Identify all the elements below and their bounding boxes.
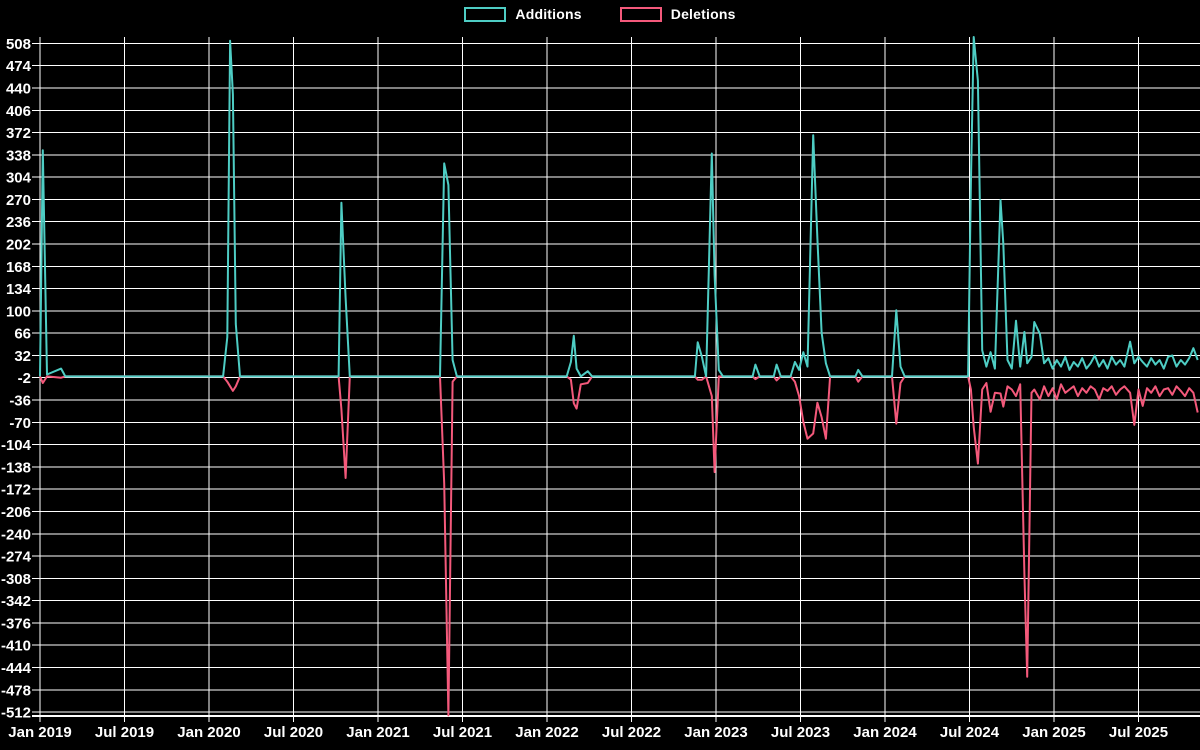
- y-tick-label: 406: [6, 103, 31, 120]
- y-tick-label: 372: [6, 125, 31, 142]
- y-tick-label: -70: [9, 415, 31, 432]
- x-tick-label: Jan 2022: [515, 724, 578, 741]
- x-tick-label: Jan 2020: [177, 724, 240, 741]
- x-tick-label: Jul 2025: [1109, 724, 1168, 741]
- y-tick-label: -172: [1, 482, 31, 499]
- x-tick-label: Jul 2024: [940, 724, 1000, 741]
- deletions-swatch-icon: [619, 6, 662, 22]
- x-tick-label: Jan 2023: [684, 724, 747, 741]
- y-tick-label: -138: [1, 459, 31, 476]
- legend-item-deletions[interactable]: Deletions: [619, 6, 736, 22]
- legend-item-additions[interactable]: Additions: [464, 6, 582, 22]
- x-tick-label: Jul 2019: [95, 724, 154, 741]
- y-tick-label: -36: [9, 393, 31, 410]
- x-tick-label: Jan 2021: [346, 724, 409, 741]
- y-tick-label: 440: [6, 81, 31, 98]
- y-tick-label: -104: [1, 437, 32, 454]
- y-tick-label: -240: [1, 526, 31, 543]
- additions-line: [39, 36, 1199, 378]
- chart-legend: Additions Deletions: [0, 6, 1200, 22]
- y-tick-label: -410: [1, 638, 31, 655]
- y-tick-label: -376: [1, 615, 31, 632]
- y-tick-label: -308: [1, 571, 31, 588]
- y-tick-label: -274: [1, 549, 32, 566]
- y-tick-label: 236: [6, 214, 31, 231]
- legend-label-additions: Additions: [515, 6, 582, 22]
- y-tick-label: 202: [6, 237, 31, 254]
- y-tick-label: 66: [14, 326, 31, 343]
- additions-swatch-icon: [464, 6, 507, 22]
- x-tick-label: Jul 2022: [602, 724, 661, 741]
- x-tick-label: Jan 2019: [8, 724, 71, 741]
- x-tick-label: Jan 2024: [853, 724, 917, 741]
- legend-label-deletions: Deletions: [670, 6, 736, 22]
- y-tick-label: -478: [1, 682, 31, 699]
- x-tick-label: Jul 2023: [771, 724, 830, 741]
- deletions-line: [39, 375, 1199, 717]
- y-tick-label: 338: [6, 147, 31, 164]
- y-tick-label: 474: [6, 58, 32, 75]
- y-tick-label: -512: [1, 705, 31, 722]
- y-tick-label: -444: [1, 660, 32, 677]
- y-tick-label: 304: [6, 170, 32, 187]
- x-tick-label: Jul 2021: [433, 724, 492, 741]
- x-tick-label: Jan 2025: [1022, 724, 1085, 741]
- y-tick-label: -206: [1, 504, 31, 521]
- x-tick-label: Jul 2020: [264, 724, 323, 741]
- y-tick-label: 32: [14, 348, 31, 365]
- y-tick-label: 134: [6, 281, 32, 298]
- y-tick-label: 100: [6, 303, 31, 320]
- y-tick-label: 270: [6, 192, 31, 209]
- y-tick-label: -2: [18, 370, 31, 387]
- y-tick-label: -342: [1, 593, 31, 610]
- y-tick-label: 168: [6, 259, 31, 276]
- y-tick-label: 508: [6, 36, 31, 53]
